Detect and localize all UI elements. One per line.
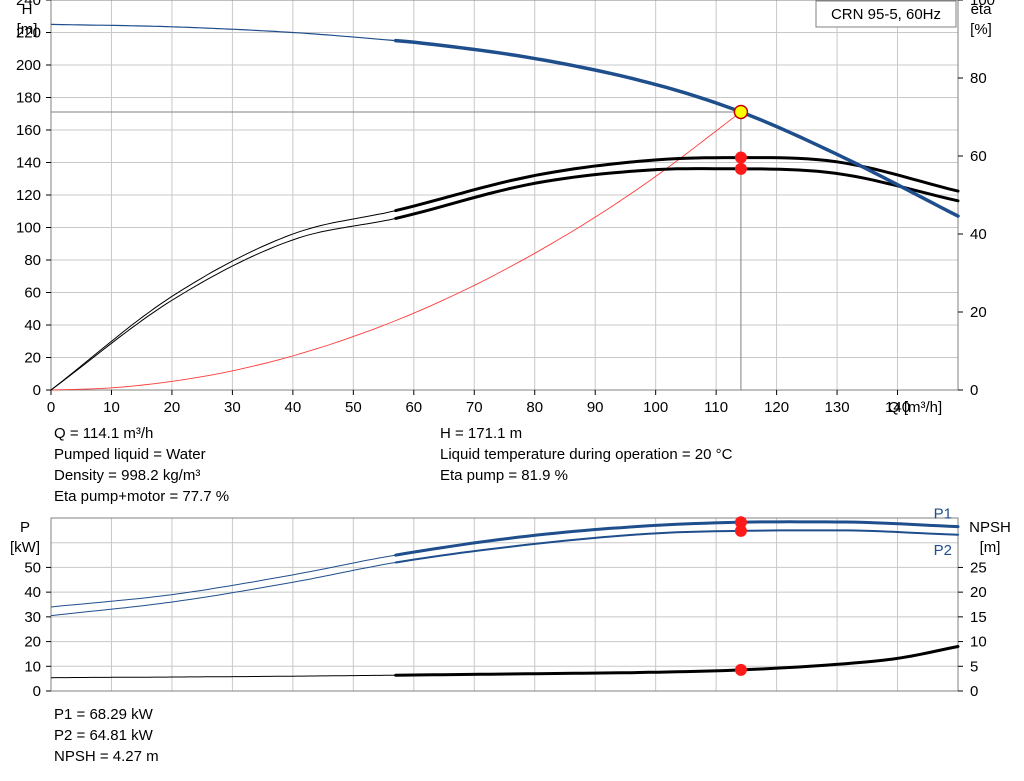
x-axis-label: Q [m³/h] <box>888 399 942 416</box>
top-right-tick-label: 0 <box>970 382 978 399</box>
info-right-top: H = 171.1 m Liquid temperature during op… <box>440 423 732 486</box>
npsh-axis-title: NPSH <box>969 519 1011 536</box>
p2-series-label: P2 <box>934 542 952 559</box>
npsh-readout: NPSH = 4.27 m <box>54 748 159 765</box>
eta-operating-point <box>734 151 747 164</box>
p1-curve-thin-section <box>50 554 396 608</box>
x-tick-label: 140 <box>885 399 910 416</box>
bottom-left-tick-label: 10 <box>24 658 41 675</box>
right-axis-unit: [%] <box>970 21 992 38</box>
head-efficiency-chart: 0204060801001201401601802002202400204060… <box>16 0 995 416</box>
p2-curve-thin-section <box>50 562 396 617</box>
pump-label-box: CRN 95-5, 60Hz <box>815 0 957 28</box>
temperature-readout: Liquid temperature during operation = 20… <box>440 446 733 463</box>
top-left-tick-label: 80 <box>24 252 41 269</box>
x-tick-label: 30 <box>224 399 241 416</box>
p2-readout: P2 = 64.81 kW <box>54 727 153 744</box>
eta-pump-motor-curve <box>394 167 960 220</box>
top-left-tick-label: 240 <box>16 0 41 9</box>
p2-operating-point <box>734 524 747 537</box>
top-left-tick-label: 0 <box>33 382 41 399</box>
bottom-left-tick-label: 30 <box>24 609 41 626</box>
head-curve <box>393 38 960 218</box>
p2-curve <box>394 529 959 564</box>
power-npsh-chart: 0 10 20 30 40 50 0 5 10 15 20 25 P [kW] NPSH [m] P1 P2 <box>10 506 1011 700</box>
top-right-tick-label: 80 <box>970 70 987 87</box>
top-right-tick-label: 40 <box>970 226 987 243</box>
head-readout: H = 171.1 m <box>440 425 523 442</box>
eta-pump-curve <box>394 156 960 213</box>
pump-label: CRN 95-5, 60Hz <box>831 6 941 23</box>
left-axis-title: H <box>22 1 33 18</box>
p1-curve <box>394 520 960 557</box>
top-right-tick-label: 20 <box>970 304 987 321</box>
x-tick-label: 90 <box>587 399 604 416</box>
eta-pump-motor-curve-thin-section <box>50 217 396 391</box>
eta-operating-point <box>734 162 747 175</box>
top-right-tick-label: 100 <box>970 0 995 9</box>
bottom-plot-frame <box>50 517 959 692</box>
x-tick-label: 20 <box>164 399 181 416</box>
bottom-left-tick-label: 20 <box>24 634 41 651</box>
system-curve <box>50 111 742 391</box>
npsh-operating-point <box>734 663 747 676</box>
x-tick-label: 80 <box>526 399 543 416</box>
x-tick-label: 110 <box>704 399 728 416</box>
top-left-tick-label: 100 <box>16 220 41 237</box>
bottom-right-tick-label: 5 <box>970 658 978 675</box>
bottom-right-tick-label: 20 <box>970 584 987 601</box>
bottom-right-tick-label: 15 <box>970 609 987 626</box>
power-axis-unit: [kW] <box>10 539 40 556</box>
bottom-left-tick-label: 40 <box>24 584 41 601</box>
x-tick-label: 70 <box>466 399 483 416</box>
x-tick-label: 100 <box>643 399 668 416</box>
x-tick-label: 120 <box>764 399 789 416</box>
eta-pump-curve-thin-section <box>50 210 396 391</box>
eta-pump-motor-readout: Eta pump+motor = 77.7 % <box>54 488 230 505</box>
x-tick-label: 130 <box>825 399 850 416</box>
top-left-tick-label: 160 <box>16 122 41 139</box>
top-left-tick-label: 40 <box>24 317 41 334</box>
npsh-axis-unit: [m] <box>980 539 1001 556</box>
npsh-curve <box>394 645 960 677</box>
top-left-tick-label: 60 <box>24 285 41 302</box>
head-curve-thin-section <box>50 23 396 42</box>
p1-series-label: P1 <box>934 506 952 523</box>
npsh-curve-thin-section <box>50 674 396 679</box>
top-left-tick-label: 180 <box>16 90 41 107</box>
top-left-tick-label: 140 <box>16 155 41 172</box>
info-bottom: P1 = 68.29 kW P2 = 64.81 kW NPSH = 4.27 … <box>54 704 159 767</box>
x-tick-label: 60 <box>405 399 422 416</box>
info-left-top: Q = 114.1 m³/h Pumped liquid = Water Den… <box>54 423 229 507</box>
p1-readout: P1 = 68.29 kW <box>54 706 153 723</box>
flow-readout: Q = 114.1 m³/h <box>54 425 154 442</box>
top-left-tick-label: 200 <box>16 57 41 74</box>
x-tick-label: 10 <box>103 399 120 416</box>
left-axis-unit: [m] <box>17 21 38 38</box>
power-axis-title: P <box>20 519 30 536</box>
bottom-left-tick-label: 50 <box>24 559 41 576</box>
x-tick-label: 40 <box>285 399 302 416</box>
bottom-left-tick-label: 0 <box>33 683 41 700</box>
liquid-readout: Pumped liquid = Water <box>54 446 206 463</box>
x-tick-label: 50 <box>345 399 362 416</box>
top-left-tick-label: 20 <box>24 350 41 367</box>
eta-pump-readout: Eta pump = 81.9 % <box>440 467 568 484</box>
bottom-right-tick-label: 25 <box>970 559 987 576</box>
top-right-tick-label: 60 <box>970 148 987 165</box>
right-axis-title: eta <box>971 1 993 18</box>
x-tick-label: 0 <box>47 399 55 416</box>
p1-operating-point <box>734 516 747 529</box>
bottom-right-tick-label: 0 <box>970 683 978 700</box>
duty-point-marker <box>733 104 749 120</box>
density-readout: Density = 998.2 kg/m³ <box>54 467 201 484</box>
bottom-right-tick-label: 10 <box>970 634 987 651</box>
top-left-tick-label: 120 <box>16 187 41 204</box>
top-left-tick-label: 220 <box>16 25 41 42</box>
